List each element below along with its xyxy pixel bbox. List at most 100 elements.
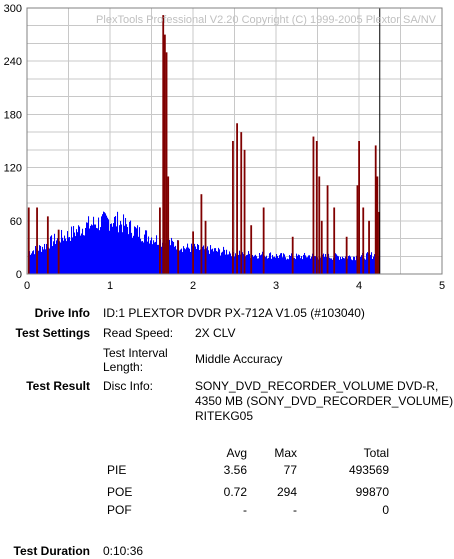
- pie-bar: [261, 254, 263, 274]
- pie-bar: [330, 258, 332, 274]
- pie-bar: [130, 220, 132, 274]
- pie-bar: [91, 224, 93, 274]
- pie-bar: [103, 211, 105, 274]
- pie-bar: [230, 253, 232, 274]
- drive-info-value: ID:1 PLEXTOR DVDR PX-712A V1.05 (#103040…: [103, 306, 365, 320]
- pie-bar: [223, 246, 225, 274]
- poe-spike: [358, 141, 360, 274]
- pie-bar: [351, 259, 353, 274]
- pie-bar: [46, 243, 48, 274]
- y-tick-label: 60: [10, 216, 22, 228]
- poe-spike: [200, 194, 203, 274]
- pie-bar: [352, 260, 354, 274]
- pie-bar: [279, 255, 281, 274]
- x-tick-label: 1: [107, 280, 113, 292]
- pie-bar: [266, 255, 268, 274]
- pie-bar: [50, 236, 52, 274]
- poe-spike: [312, 136, 315, 274]
- pie-bar: [278, 257, 280, 274]
- pie-bar: [255, 254, 257, 274]
- pie-bar: [55, 244, 57, 274]
- stats-row-pie-max: 77: [283, 463, 297, 477]
- pie-bar: [345, 256, 347, 274]
- pie-bar: [304, 252, 306, 274]
- stats-row-pof-max: -: [293, 503, 297, 517]
- pie-bar: [310, 258, 312, 274]
- pie-bar: [121, 224, 123, 274]
- pie-bar: [221, 252, 223, 274]
- pie-bar: [30, 254, 32, 274]
- pie-bar: [155, 241, 157, 274]
- pie-bar: [84, 235, 86, 274]
- pie-bar: [366, 253, 368, 274]
- y-axis-ticks: 0 60 120 180 240 300: [4, 3, 22, 281]
- pie-bar: [88, 216, 90, 274]
- pie-bar: [286, 259, 288, 274]
- pie-bar: [311, 256, 313, 274]
- pie-bar: [151, 237, 153, 274]
- pie-bar: [269, 253, 271, 274]
- pie-bar: [60, 242, 62, 274]
- pie-bar: [158, 244, 160, 274]
- pie-bar: [296, 253, 298, 274]
- pie-bar: [227, 254, 229, 274]
- poe-spike: [36, 207, 38, 274]
- pie-bar: [81, 233, 83, 274]
- poe-spike: [318, 176, 321, 274]
- pie-bar: [70, 240, 72, 274]
- pie-bar: [287, 258, 289, 274]
- pie-bar: [220, 255, 222, 274]
- pie-bar: [85, 227, 87, 274]
- poe-spike: [240, 132, 243, 274]
- pie-bar: [100, 227, 102, 274]
- pie-bar: [97, 228, 99, 274]
- pie-bar: [225, 254, 227, 274]
- pie-bar: [297, 255, 299, 274]
- stats-row-poe-name: POE: [107, 485, 133, 499]
- pie-bar: [245, 256, 247, 274]
- pie-bar: [246, 255, 248, 274]
- poe-spike: [368, 220, 370, 274]
- pie-bar: [315, 256, 317, 274]
- poe-spike: [232, 141, 234, 274]
- pie-bar: [187, 243, 189, 274]
- pie-bar: [135, 227, 137, 274]
- poe-spike: [362, 207, 365, 274]
- pie-bar: [39, 245, 41, 274]
- pie-bar: [336, 254, 338, 274]
- pie-bar: [337, 255, 339, 274]
- x-axis-ticks: 0 1 2 3 4 5: [24, 280, 445, 292]
- read-speed-label: Read Speed:: [103, 326, 174, 340]
- pie-bar: [273, 257, 275, 274]
- disc-info-label: Disc Info:: [103, 379, 154, 393]
- pie-bar: [353, 256, 355, 274]
- y-tick-label: 300: [4, 3, 22, 15]
- pie-bar: [284, 254, 286, 274]
- stats-row-pof-total: 0: [382, 503, 389, 517]
- pie-bar: [65, 238, 67, 274]
- plot-frame: [26, 7, 443, 275]
- pie-bar: [44, 243, 46, 274]
- pie-bar: [367, 252, 369, 274]
- pie-bar: [145, 230, 147, 274]
- pie-bar: [113, 223, 115, 274]
- pie-bar: [99, 230, 101, 274]
- pie-bar: [32, 251, 34, 274]
- disc-info-line3: RITEKG05: [195, 409, 254, 423]
- pie-bar: [127, 227, 129, 274]
- pie-bar: [360, 256, 362, 274]
- pie-bar: [343, 257, 345, 274]
- pie-bar: [300, 258, 302, 274]
- pie-bar: [294, 257, 296, 274]
- pie-bar: [51, 235, 53, 274]
- pie-bar: [136, 228, 138, 274]
- pie-bar: [143, 242, 145, 274]
- pie-bar: [139, 227, 141, 274]
- pie-bar: [373, 256, 375, 274]
- pie-bar: [186, 247, 188, 274]
- pie-bar: [150, 240, 152, 274]
- test-settings-label: Test Settings: [15, 326, 90, 340]
- poe-spike: [204, 220, 207, 274]
- pie-bar: [326, 257, 328, 274]
- pie-bar: [54, 233, 56, 274]
